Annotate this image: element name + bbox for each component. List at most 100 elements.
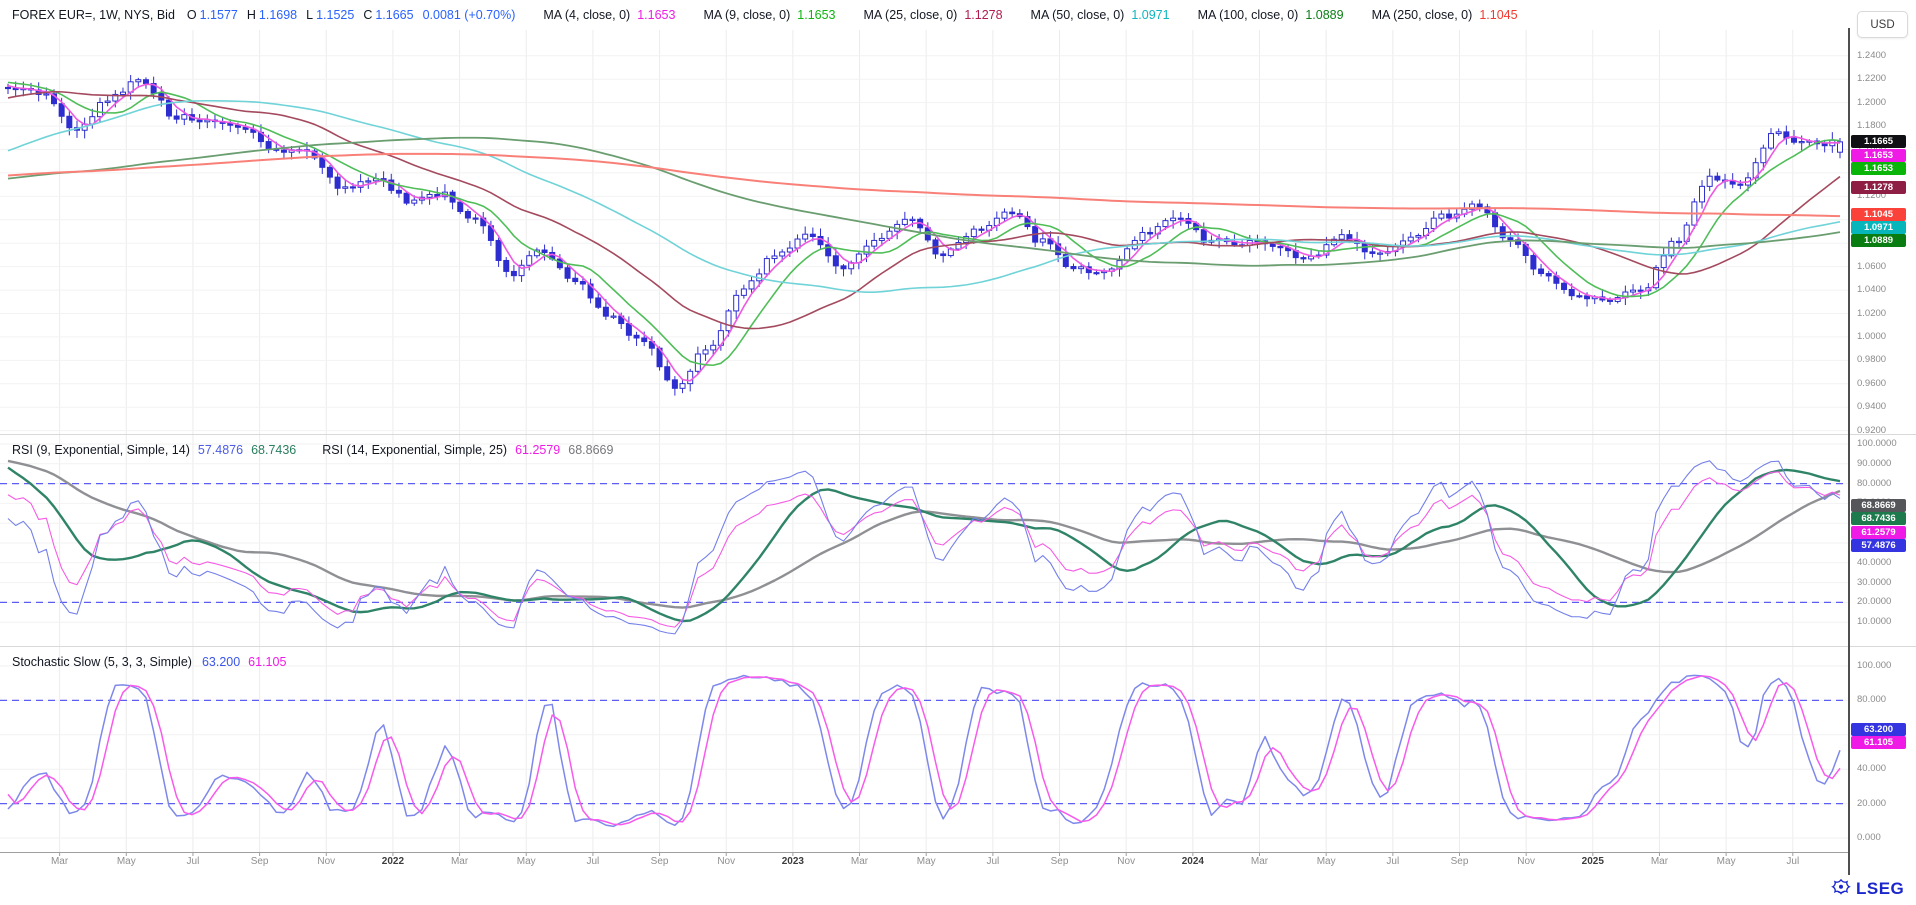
axis-value-tag: 1.0971 [1851, 221, 1906, 235]
legend-segment: 68.7436 [251, 443, 297, 457]
legend-segment: MA (100, close, 0) [1197, 8, 1299, 22]
y-axis-tick-label: 1.0600 [1857, 260, 1887, 272]
x-axis-tick-label: Jul [1786, 856, 1800, 867]
y-axis-tick-label: 30.0000 [1857, 576, 1892, 588]
legend-segment: 1.1577 [199, 8, 238, 22]
y-axis-tick-label: 0.9800 [1857, 354, 1887, 366]
y-axis-tick-label: 0.9600 [1857, 377, 1887, 389]
x-axis-tick-label: 2023 [781, 856, 804, 867]
y-axis-tick-label: 1.2400 [1857, 49, 1887, 61]
y-axis-tick-label: 1.0400 [1857, 284, 1887, 296]
y-axis-tick-label: 40.0000 [1857, 556, 1892, 568]
x-axis-tick-label: Jul [986, 856, 1000, 867]
axis-value-tag: 61.105 [1851, 735, 1906, 749]
x-axis-tick-label: Jul [586, 856, 600, 867]
panel-separator[interactable] [0, 646, 1916, 647]
legend-segment: MA (50, close, 0) [1030, 8, 1125, 22]
x-axis-tick-label: Jul [186, 856, 200, 867]
y-axis-tick-label: 1.0200 [1857, 307, 1887, 319]
y-axis-tick-label: 100.000 [1857, 660, 1892, 671]
chart-legend[interactable]: FOREX EUR=, 1W, NYS, Bid O 1.1577 H 1.1698 L 1… [12, 0, 1518, 30]
legend-segment: FOREX EUR=, 1W, NYS, Bid [12, 8, 175, 22]
legend-segment: 1.0889 [1305, 8, 1344, 22]
x-axis-tick-label: Sep [1450, 856, 1469, 867]
legend-segment: 1.1653 [797, 8, 836, 22]
legend-segment: 0.0081 (+0.70%) [422, 8, 516, 22]
legend-segment: 1.1653 [637, 8, 676, 22]
legend-segment: Stochastic Slow (5, 3, 3, Simple) [12, 655, 192, 669]
axis-value-tag: 61.2579 [1851, 525, 1906, 539]
axis-value-tag: 68.7436 [1851, 512, 1906, 526]
legend-segment: O [186, 8, 197, 22]
currency-axis-button[interactable]: USD [1857, 11, 1908, 38]
x-axis-tick-label: May [516, 856, 536, 867]
x-axis-tick-label: 2025 [1581, 856, 1604, 867]
y-axis-tick-label: 1.1800 [1857, 120, 1887, 132]
axis-value-tag: 1.1045 [1851, 208, 1906, 221]
axis-value-tag: 1.1653 [1851, 161, 1906, 175]
time-axis[interactable]: Mar May Jul Sep Nov 2022 Mar May Jul Sep Nov 2023 Ma… [0, 856, 1848, 874]
x-axis-tick-label: Sep [250, 856, 269, 867]
price-axis[interactable]: 1.24001.22001.20001.18001.16001.14001.12… [1850, 0, 1916, 878]
x-axis-tick-label: May [1716, 856, 1736, 867]
y-axis-tick-label: 40.000 [1857, 763, 1887, 775]
rsi-legend[interactable]: RSI (9, Exponential, Simple, 14) 57.4876 6… [12, 440, 613, 460]
legend-segment: H [246, 8, 256, 22]
x-axis-tick-label: 2024 [1181, 856, 1204, 867]
y-axis-tick-label: 20.0000 [1857, 596, 1892, 608]
x-axis-tick-label: Sep [650, 856, 669, 867]
x-axis-tick-label: 2022 [381, 856, 405, 867]
y-axis-tick-label: 20.000 [1857, 797, 1887, 809]
y-axis-tick-label: 80.000 [1857, 694, 1887, 706]
x-axis-tick-label: Mar [1650, 856, 1669, 867]
stochastic-legend[interactable]: Stochastic Slow (5, 3, 3, Simple) 63.200 6… [12, 652, 286, 672]
y-axis-tick-label: 1.2200 [1857, 73, 1887, 85]
legend-segment: 1.1525 [316, 8, 355, 22]
y-axis-tick-label: 100.0000 [1857, 438, 1897, 449]
x-axis-tick-label: Mar [450, 856, 469, 867]
legend-segment: MA (4, close, 0) [543, 8, 631, 22]
legend-segment: MA (250, close, 0) [1371, 8, 1473, 22]
legend-segment: 57.4876 [197, 443, 244, 457]
axis-value-tag: 1.1665 [1851, 135, 1906, 149]
y-axis-tick-label: 80.0000 [1857, 477, 1892, 489]
legend-segment: L [306, 8, 314, 22]
legend-segment: 1.0971 [1131, 8, 1170, 22]
x-axis-tick-label: Nov [317, 856, 336, 867]
y-axis-tick-label: 1.1200 [1857, 190, 1887, 202]
x-axis-tick-label: Nov [1117, 856, 1136, 867]
axis-value-tag: 1.1653 [1851, 148, 1906, 162]
axis-value-tag: 68.8669 [1851, 499, 1906, 513]
legend-segment: 1.1665 [375, 8, 414, 22]
lseg-logo: LSEG [1830, 879, 1904, 899]
legend-segment: 1.1278 [964, 8, 1003, 22]
legend-segment: RSI (9, Exponential, Simple, 14) [12, 443, 190, 457]
legend-segment: 1.1698 [258, 8, 298, 22]
x-axis-tick-label: Mar [1250, 856, 1269, 867]
x-axis-tick-label: Sep [1050, 856, 1069, 867]
y-axis-line [1848, 28, 1850, 875]
y-axis-tick-label: 10.0000 [1857, 616, 1892, 628]
axis-value-tag: 63.200 [1851, 722, 1906, 736]
x-axis-tick-label: May [116, 856, 136, 867]
x-axis-tick-label: Nov [717, 856, 736, 867]
legend-segment: MA (25, close, 0) [863, 8, 958, 22]
y-axis-tick-label: 0.000 [1857, 832, 1881, 843]
y-axis-tick-label: 0.9400 [1857, 401, 1887, 413]
legend-segment: 61.105 [248, 655, 287, 669]
axis-value-tag: 1.1278 [1851, 180, 1906, 194]
y-axis-tick-label: 90.0000 [1857, 457, 1892, 469]
legend-segment: RSI (14, Exponential, Simple, 25) [322, 443, 508, 457]
legend-segment: C [363, 8, 373, 22]
x-axis-line [0, 852, 1848, 853]
x-axis-tick-label: May [1316, 856, 1336, 867]
y-axis-tick-label: 1.0000 [1857, 330, 1887, 342]
lseg-crest-icon [1830, 879, 1852, 899]
panel-separator[interactable] [0, 434, 1916, 435]
legend-segment: MA (9, close, 0) [703, 8, 791, 22]
x-axis-tick-label: Mar [850, 856, 869, 867]
x-axis-tick-label: May [916, 856, 936, 867]
x-axis-tick-label: Nov [1517, 856, 1536, 867]
